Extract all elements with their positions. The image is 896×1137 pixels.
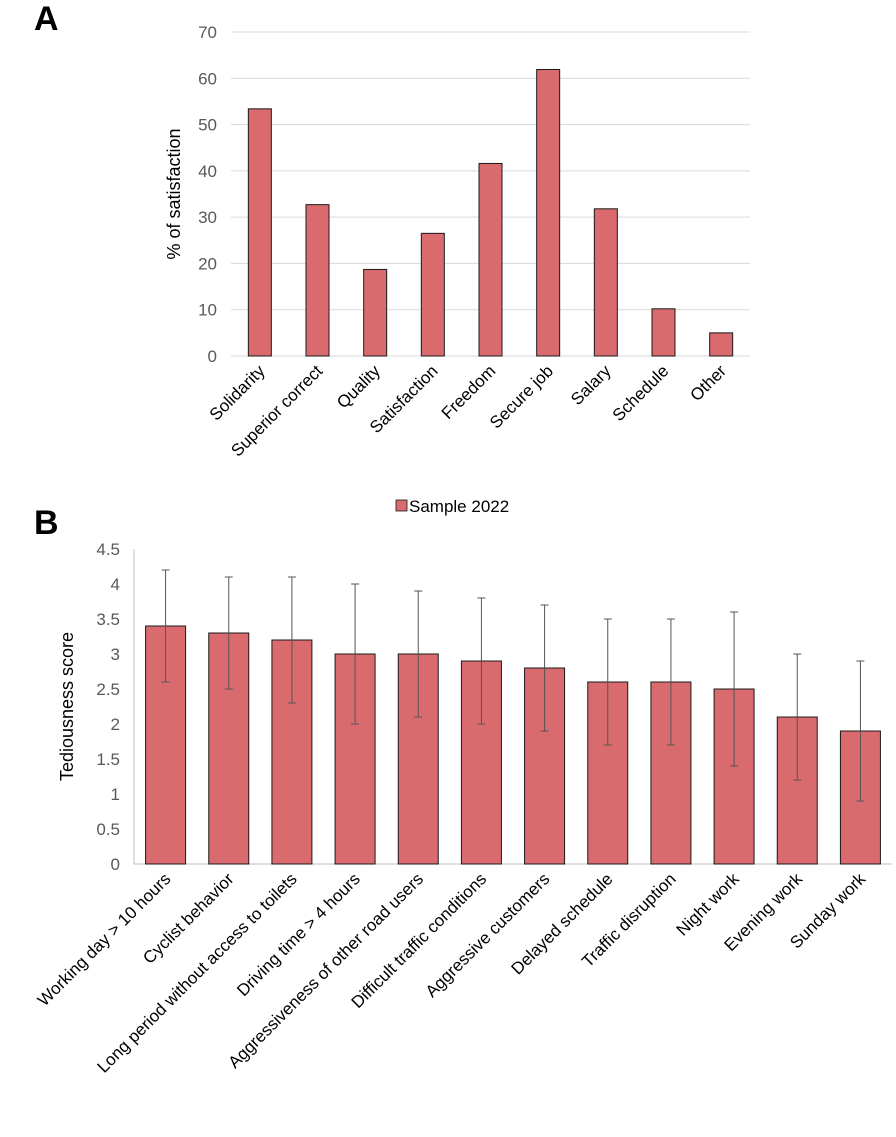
chart-a-bar (420, 232, 445, 357)
legend-swatch (395, 499, 408, 512)
chart-a-bar (709, 332, 734, 357)
chart-b-ytick-label: 4 (111, 575, 120, 594)
panel-a-letter: A (34, 0, 59, 38)
chart-b-ytick-label: 1.5 (96, 750, 120, 769)
chart-b-category-label: Driving time > 4 hours (233, 869, 364, 1000)
chart-b-category-label: Aggressive customers (422, 869, 554, 1001)
chart-b-ytick-label: 2 (111, 715, 120, 734)
chart-b-ytick-label: 2.5 (96, 680, 120, 699)
chart-a-ytick-label: 60 (198, 69, 217, 88)
chart-a-bar (536, 68, 561, 357)
chart-a-ytick-label: 50 (198, 116, 217, 135)
chart-b-ytick-label: 3 (111, 645, 120, 664)
chart-a-bar (651, 308, 676, 357)
chart-a-ytick-label: 0 (208, 347, 217, 366)
chart-a-bar (247, 108, 272, 357)
chart-a-ytick-label: 10 (198, 301, 217, 320)
legend: Sample 2022 (395, 497, 509, 516)
chart-b-y-axis-title: Tediousness score (57, 632, 77, 781)
chart-a-ytick-label: 30 (198, 208, 217, 227)
chart-a-ytick-label: 70 (198, 23, 217, 42)
chart-a-bar (305, 204, 330, 357)
chart-a-ytick-label: 20 (198, 254, 217, 273)
chart-b-bar (650, 681, 692, 865)
chart-a-ytick-label: 40 (198, 162, 217, 181)
chart-b-ytick-label: 1 (111, 785, 120, 804)
chart-a-bar (593, 208, 618, 357)
chart-a-bar (478, 162, 503, 357)
chart-a-bar (363, 268, 388, 357)
chart-a-category-label: Other (686, 361, 730, 405)
chart-a-category-label: Schedule (609, 361, 673, 425)
chart-b-ytick-label: 0.5 (96, 820, 120, 839)
chart-b-ytick-label: 3.5 (96, 610, 120, 629)
chart-a-category-label: Quality (333, 361, 384, 412)
chart-b-ytick-label: 4.5 (96, 540, 120, 559)
chart-a-y-axis-title: % of satisfaction (164, 128, 184, 259)
chart-a-category-label: Secure job (486, 361, 557, 432)
legend-label: Sample 2022 (409, 497, 509, 516)
chart-b-ytick-label: 0 (111, 855, 120, 874)
chart-a-category-label: Salary (567, 361, 615, 409)
panel-b-letter: B (34, 504, 59, 542)
